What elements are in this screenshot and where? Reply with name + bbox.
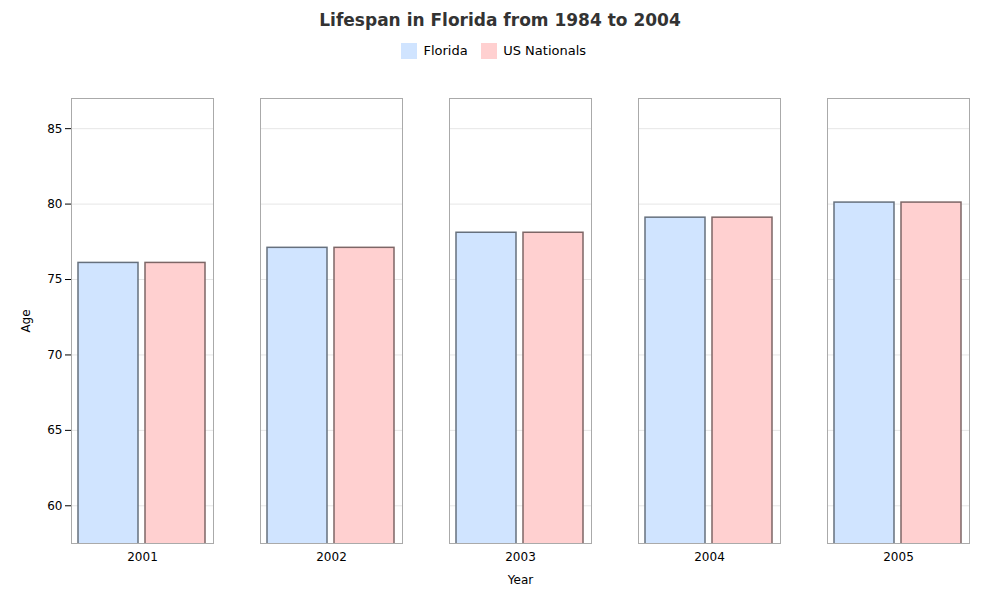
html-text:Lifespan in Florida from 1984: Lifespan in Florida from 1984 to 2004 <box>319 10 681 30</box>
svg-text:2003: 2003 <box>505 550 536 564</box>
svg-text:85: 85 <box>47 121 62 135</box>
svg-text:2002: 2002 <box>316 550 347 564</box>
svg-text:2001: 2001 <box>127 550 158 564</box>
svg-text:2005: 2005 <box>883 550 914 564</box>
svg-text:70: 70 <box>47 347 62 361</box>
svg-text:Age: Age <box>19 309 33 332</box>
svg-text:80: 80 <box>47 196 62 210</box>
svg-text:2004: 2004 <box>694 550 725 564</box>
html-text:US Nationals: US Nationals <box>503 43 586 58</box>
svg-text:75: 75 <box>47 272 62 286</box>
html-text:Florida: Florida <box>423 43 468 58</box>
svg-text:65: 65 <box>47 423 62 437</box>
svg-text:60: 60 <box>47 498 62 512</box>
svg-text:Year: Year <box>507 572 533 586</box>
